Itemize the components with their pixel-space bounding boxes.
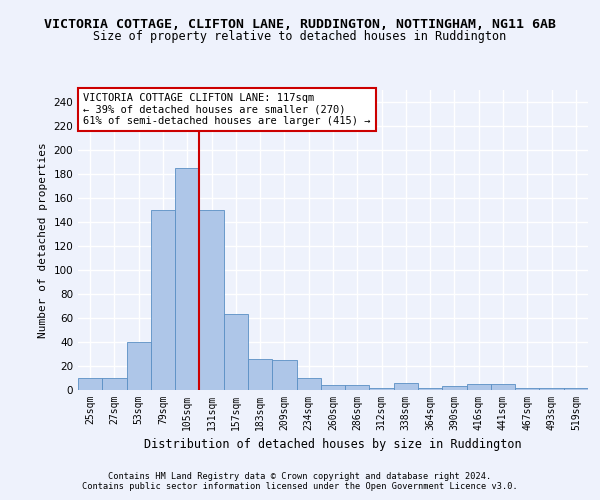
Bar <box>102 378 127 390</box>
Bar <box>418 388 442 390</box>
Bar <box>564 388 588 390</box>
Text: Contains HM Land Registry data © Crown copyright and database right 2024.: Contains HM Land Registry data © Crown c… <box>109 472 491 481</box>
Bar <box>78 378 102 390</box>
X-axis label: Distribution of detached houses by size in Ruddington: Distribution of detached houses by size … <box>144 438 522 452</box>
Text: Contains public sector information licensed under the Open Government Licence v3: Contains public sector information licen… <box>82 482 518 491</box>
Bar <box>515 388 539 390</box>
Bar <box>345 385 370 390</box>
Text: VICTORIA COTTAGE CLIFTON LANE: 117sqm
← 39% of detached houses are smaller (270): VICTORIA COTTAGE CLIFTON LANE: 117sqm ← … <box>83 93 371 126</box>
Bar <box>272 360 296 390</box>
Bar <box>442 386 467 390</box>
Bar <box>151 210 175 390</box>
Y-axis label: Number of detached properties: Number of detached properties <box>38 142 48 338</box>
Bar <box>175 168 199 390</box>
Bar <box>248 359 272 390</box>
Bar <box>539 388 564 390</box>
Bar <box>467 384 491 390</box>
Text: VICTORIA COTTAGE, CLIFTON LANE, RUDDINGTON, NOTTINGHAM, NG11 6AB: VICTORIA COTTAGE, CLIFTON LANE, RUDDINGT… <box>44 18 556 30</box>
Bar <box>491 384 515 390</box>
Text: Size of property relative to detached houses in Ruddington: Size of property relative to detached ho… <box>94 30 506 43</box>
Bar <box>296 378 321 390</box>
Bar <box>127 342 151 390</box>
Bar <box>370 388 394 390</box>
Bar <box>321 385 345 390</box>
Bar <box>394 383 418 390</box>
Bar <box>199 210 224 390</box>
Bar <box>224 314 248 390</box>
